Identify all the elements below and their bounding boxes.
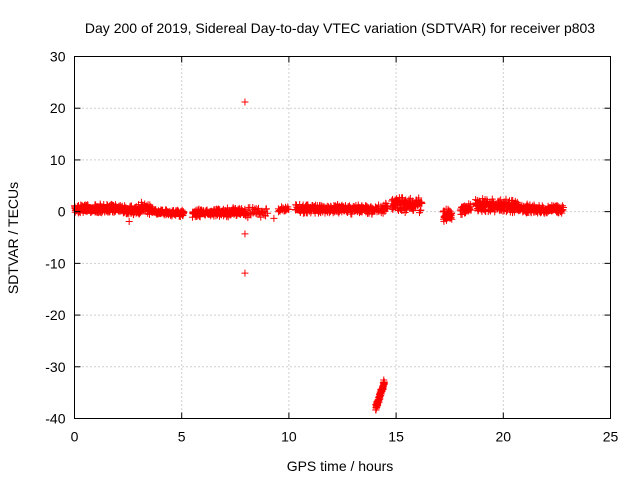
y-tick-label: -30 — [45, 359, 65, 375]
axis-ticks: 0 5 10 15 20 25 -40 -30 -20 -10 0 10 20 30 — [45, 49, 618, 445]
data-point — [255, 210, 263, 218]
data-point — [125, 217, 133, 225]
x-tick-label: 25 — [603, 429, 619, 445]
data-point — [241, 269, 249, 277]
data-point — [384, 204, 392, 212]
y-tick-label: 0 — [58, 204, 66, 220]
x-tick-label: 0 — [71, 429, 79, 445]
plot-frame — [74, 56, 611, 419]
data-point — [264, 209, 272, 217]
data-point — [244, 214, 252, 222]
data-point — [448, 215, 456, 223]
y-tick-label: -20 — [45, 307, 65, 323]
data-points — [71, 98, 567, 414]
y-tick-label: 20 — [50, 100, 66, 116]
data-point — [467, 206, 475, 214]
x-tick-label: 20 — [496, 429, 512, 445]
data-point — [348, 210, 356, 218]
data-point — [270, 214, 278, 222]
x-tick-label: 15 — [388, 429, 404, 445]
data-point — [380, 378, 388, 386]
y-tick-label: 10 — [50, 152, 66, 168]
data-point — [251, 205, 259, 213]
data-point — [418, 200, 426, 208]
x-tick-label: 5 — [178, 429, 186, 445]
y-axis-label: SDTVAR / TECUs — [5, 182, 21, 294]
data-point — [285, 206, 293, 214]
x-axis-label: GPS time / hours — [287, 458, 394, 474]
data-point — [127, 202, 135, 210]
y-tick-label: -40 — [45, 411, 65, 427]
data-point — [559, 203, 567, 211]
y-tick-label: -10 — [45, 255, 65, 271]
x-tick-label: 10 — [281, 429, 297, 445]
data-point — [284, 205, 292, 213]
y-tick-label: 30 — [50, 49, 66, 65]
data-point — [241, 98, 249, 106]
data-point — [180, 208, 188, 216]
data-point — [417, 206, 425, 214]
data-point — [262, 205, 270, 213]
data-point — [255, 204, 263, 212]
chart-title: Day 200 of 2019, Sidereal Day-to-day VTE… — [85, 20, 595, 36]
data-point — [241, 230, 249, 238]
grid-lines — [74, 56, 611, 419]
data-point — [403, 206, 411, 214]
